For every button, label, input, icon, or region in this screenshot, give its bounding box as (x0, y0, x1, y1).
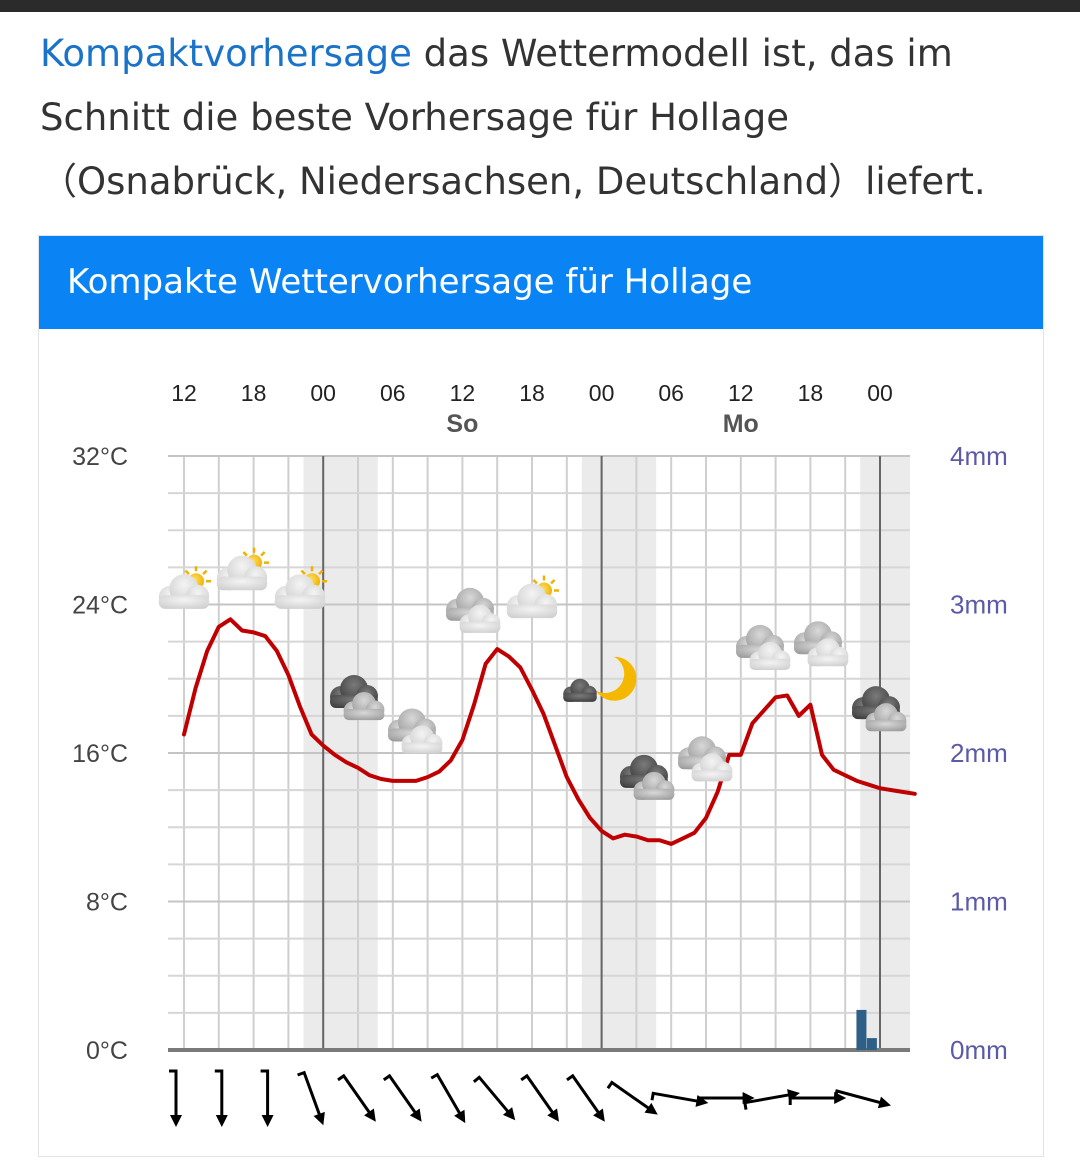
temp-axis-label: 32°C (72, 443, 128, 471)
intro-line3: （Osnabrück, Niedersachsen, Deutschland）l… (40, 160, 986, 203)
wind-arrow-icon (169, 1069, 182, 1127)
wind-arrow-icon (697, 1092, 755, 1105)
clouds-icon (736, 624, 791, 670)
intro-line2: Schnitt die beste Vorhersage für Hollage (40, 96, 790, 139)
weather-icons (158, 547, 907, 800)
precip-axis-label: 3mm (950, 590, 1008, 620)
moon-cloud-icon (563, 656, 637, 702)
hour-tick-label: 00 (867, 380, 893, 406)
precip-axis-label: 1mm (950, 887, 1008, 917)
temperature-series (182, 617, 917, 846)
wind-arrow-icon (520, 1073, 560, 1122)
cloudy-sun-icon (274, 566, 327, 609)
chart-grid (168, 455, 910, 1051)
precip-axis-label: 0mm (950, 1035, 1008, 1065)
hour-tick-label: 06 (380, 380, 406, 406)
temp-axis-label: 16°C (72, 740, 128, 768)
wind-arrow-icon (606, 1080, 658, 1115)
precip-bar (856, 1009, 867, 1050)
clouds-icon (446, 587, 501, 633)
precip-axis-label: 2mm (950, 738, 1008, 768)
wind-arrow-icon (430, 1072, 466, 1124)
wind-arrow-icon (297, 1070, 325, 1126)
hour-tick-label: 12 (728, 380, 754, 406)
cloudy-sun-icon (506, 575, 559, 619)
card-header: Kompakte Wettervorhersage für Hollage (39, 236, 1043, 329)
wind-arrow-icon (566, 1073, 605, 1122)
card-title: Kompakte Wettervorhersage für Hollage (67, 262, 753, 302)
clouds-icon (678, 736, 733, 782)
wind-arrow-icon (472, 1075, 516, 1121)
precip-axis-label: 4mm (950, 441, 1008, 471)
wind-arrows (169, 1069, 892, 1127)
clouds-icon (794, 621, 849, 667)
day-label: Mo (723, 410, 759, 438)
wind-arrow-icon (214, 1069, 228, 1127)
wind-arrow-icon (382, 1073, 422, 1122)
wind-arrow-icon (833, 1089, 892, 1109)
hour-tick-label: 00 (589, 380, 615, 406)
hour-tick-label: 18 (798, 380, 824, 406)
hour-tick-label: 18 (241, 380, 267, 406)
hour-tick-label: 06 (658, 380, 684, 406)
cloudy-sun-icon (216, 547, 269, 591)
intro-text: Kompaktvorhersage das Wettermodell ist, … (40, 22, 1050, 214)
wind-arrow-icon (260, 1069, 274, 1127)
hour-tick-label: 12 (171, 380, 197, 406)
temp-axis-label: 8°C (86, 889, 128, 917)
wind-arrow-icon (337, 1073, 376, 1122)
temp-axis-label: 24°C (72, 592, 128, 620)
top-status-bar (0, 0, 1080, 12)
chart-axes: 12 18 00 06 12 18 00 06 12 18 00 So Mo 0°C 8°C 16°C 24°C… (72, 380, 1008, 1065)
hour-tick-label: 00 (310, 380, 336, 406)
intro-line1-rest: das Wettermodell ist, das im (411, 32, 953, 75)
day-label: So (446, 410, 478, 438)
hour-tick-label: 18 (519, 380, 545, 406)
precip-bar (866, 1038, 877, 1050)
temp-axis-label: 0°C (86, 1037, 128, 1065)
cloudy-sun-icon (158, 566, 211, 609)
temperature-line (182, 617, 917, 846)
hour-tick-label: 12 (450, 380, 476, 406)
precipitation-bars (856, 1009, 877, 1050)
compact-forecast-link[interactable]: Kompaktvorhersage (40, 32, 412, 75)
